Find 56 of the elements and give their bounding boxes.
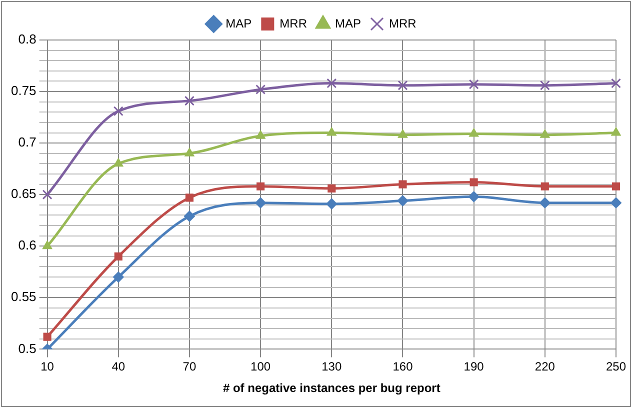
y-tick-label: 0.7 bbox=[18, 134, 36, 150]
point bbox=[326, 198, 338, 210]
point bbox=[185, 194, 194, 202]
point bbox=[540, 80, 550, 90]
point bbox=[42, 240, 52, 250]
point bbox=[539, 197, 550, 208]
point bbox=[470, 178, 478, 186]
point bbox=[611, 127, 621, 136]
point bbox=[256, 182, 265, 190]
x-tick-label: 40 bbox=[112, 360, 126, 374]
y-tick-label: 0.65 bbox=[10, 186, 36, 202]
point bbox=[184, 148, 194, 156]
point bbox=[326, 78, 337, 88]
point bbox=[398, 80, 408, 90]
point bbox=[114, 252, 122, 260]
x-tick-label: 250 bbox=[606, 360, 626, 374]
x-tick-label: 190 bbox=[464, 360, 484, 374]
x-tick-label: 220 bbox=[534, 360, 556, 374]
y-tick-label: 0.5 bbox=[18, 340, 36, 356]
point bbox=[112, 272, 124, 283]
point bbox=[43, 332, 52, 341]
x-tick-label: 130 bbox=[322, 360, 342, 374]
point bbox=[184, 210, 195, 222]
point bbox=[612, 182, 620, 190]
legend-label: MAP bbox=[226, 16, 252, 30]
point bbox=[184, 96, 194, 106]
point bbox=[397, 195, 408, 206]
y-tick-label: 0.8 bbox=[18, 32, 36, 47]
point bbox=[255, 197, 266, 208]
point bbox=[113, 106, 124, 116]
point bbox=[611, 78, 621, 88]
point bbox=[468, 191, 480, 202]
point bbox=[468, 128, 479, 137]
point bbox=[42, 190, 52, 200]
point bbox=[326, 127, 336, 136]
y-tick-label: 0.6 bbox=[18, 238, 36, 253]
legend-label: MRR bbox=[280, 16, 308, 30]
point bbox=[398, 180, 407, 188]
point bbox=[468, 79, 479, 90]
point bbox=[256, 84, 266, 94]
point bbox=[610, 197, 622, 208]
y-tick-label: 0.55 bbox=[10, 289, 36, 304]
x-tick-label: 10 bbox=[40, 360, 54, 374]
point bbox=[328, 184, 336, 192]
point bbox=[256, 130, 266, 139]
point bbox=[540, 182, 549, 190]
x-tick-label: 100 bbox=[250, 360, 271, 374]
point bbox=[398, 129, 408, 138]
legend-label: MRR bbox=[389, 16, 417, 30]
x-tick-label: 70 bbox=[182, 360, 196, 374]
point bbox=[114, 158, 124, 167]
y-tick-label: 0.75 bbox=[10, 83, 36, 98]
x-axis-title: # of negative instances per bug report bbox=[222, 381, 440, 396]
x-tick-label: 160 bbox=[392, 360, 414, 374]
point bbox=[540, 129, 550, 138]
legend-label: MAP bbox=[335, 16, 362, 30]
